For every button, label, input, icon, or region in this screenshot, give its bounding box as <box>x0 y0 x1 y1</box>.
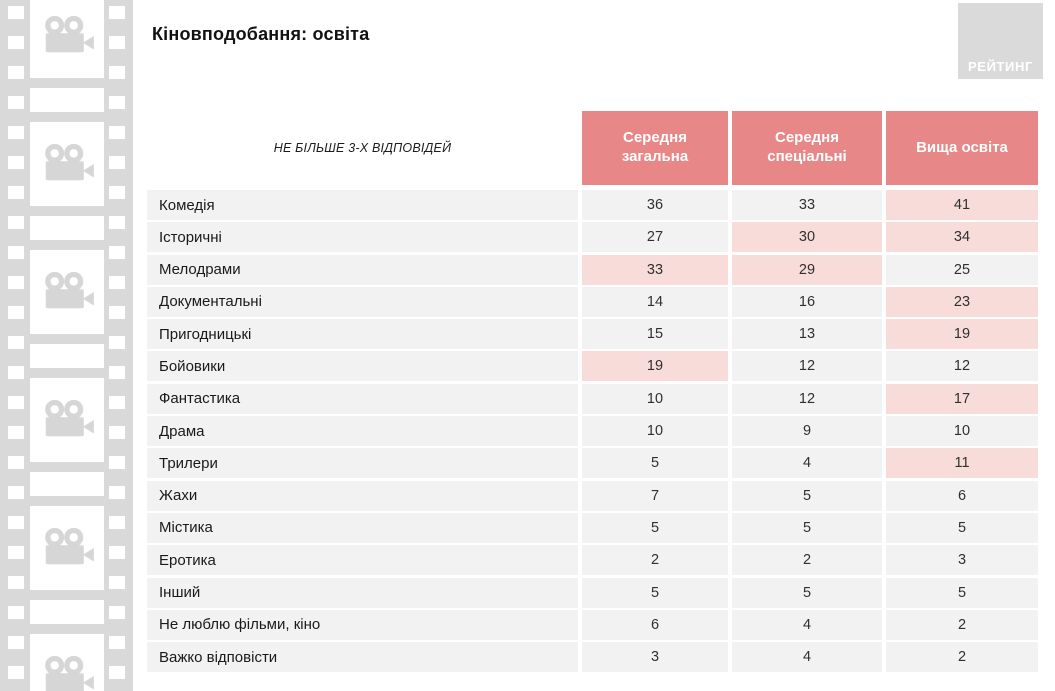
value-cell: 10 <box>886 416 1038 447</box>
value-cell: 4 <box>732 642 882 673</box>
movie-camera-icon <box>39 654 95 691</box>
film-frame <box>30 506 104 590</box>
row-label: Трилери <box>147 448 578 479</box>
film-gap-frame <box>30 600 104 624</box>
value-cell: 23 <box>886 286 1038 317</box>
film-frames <box>30 0 104 691</box>
film-gap-frame <box>30 344 104 368</box>
value-cell: 2 <box>732 545 882 576</box>
value-cell: 6 <box>886 480 1038 511</box>
value-cell: 36 <box>582 190 728 220</box>
row-label: Бойовики <box>147 351 578 382</box>
value-cell: 5 <box>732 480 882 511</box>
value-cell: 27 <box>582 222 728 253</box>
row-label: Важко відповісти <box>147 642 578 673</box>
page-title: Кіновподобання: освіта <box>152 24 370 44</box>
film-frame <box>30 250 104 334</box>
value-cell: 5 <box>886 577 1038 608</box>
movie-camera-icon <box>39 526 95 570</box>
value-cell: 5 <box>732 512 882 543</box>
row-label: Еротика <box>147 545 578 576</box>
value-cell: 2 <box>886 609 1038 640</box>
value-cell: 7 <box>582 480 728 511</box>
movie-camera-icon <box>39 14 95 58</box>
value-cell: 25 <box>886 254 1038 285</box>
value-cell: 16 <box>732 286 882 317</box>
film-gap-frame <box>30 216 104 240</box>
value-cell: 5 <box>732 577 882 608</box>
row-label: Інший <box>147 577 578 608</box>
value-cell: 34 <box>886 222 1038 253</box>
film-frame <box>30 122 104 206</box>
film-strip-decoration <box>0 0 133 691</box>
value-cell: 4 <box>732 609 882 640</box>
row-label: Документальні <box>147 286 578 317</box>
row-label: Містика <box>147 512 578 543</box>
film-frame <box>30 634 104 691</box>
table-body: Комедія 36 33 41 Історичні 27 30 34 Мелодрами 33 2… <box>147 190 1038 673</box>
film-frame <box>30 0 104 78</box>
column-header-secondary-general: Середня загальна <box>582 111 728 185</box>
value-cell: 10 <box>582 416 728 447</box>
row-label: Драма <box>147 416 578 447</box>
value-cell: 2 <box>886 642 1038 673</box>
value-cell: 5 <box>582 577 728 608</box>
rating-logo: РЕЙТИНГ <box>958 3 1043 79</box>
value-cell: 12 <box>732 383 882 414</box>
row-label: Мелодрами <box>147 254 578 285</box>
rating-logo-label: РЕЙТИНГ <box>968 59 1033 74</box>
row-label: Комедія <box>147 190 578 220</box>
row-label: Фантастика <box>147 383 578 414</box>
value-cell: 33 <box>732 190 882 220</box>
column-header-higher-education: Вища освіта <box>886 111 1038 185</box>
value-cell: 12 <box>732 351 882 382</box>
value-cell: 41 <box>886 190 1038 220</box>
value-cell: 15 <box>582 319 728 350</box>
survey-note: НЕ БІЛЬШЕ 3-Х ВІДПОВІДЕЙ <box>273 141 452 155</box>
row-label: Жахи <box>147 480 578 511</box>
value-cell: 11 <box>886 448 1038 479</box>
value-cell: 14 <box>582 286 728 317</box>
value-cell: 17 <box>886 383 1038 414</box>
movie-camera-icon <box>39 142 95 186</box>
value-cell: 6 <box>582 609 728 640</box>
row-label: Пригодницькі <box>147 319 578 350</box>
value-cell: 19 <box>582 351 728 382</box>
value-cell: 5 <box>886 512 1038 543</box>
film-preferences-table: НЕ БІЛЬШЕ 3-Х ВІДПОВІДЕЙ Середня загальн… <box>147 111 1038 673</box>
film-gap-frame <box>30 472 104 496</box>
value-cell: 4 <box>732 448 882 479</box>
row-label: Історичні <box>147 222 578 253</box>
value-cell: 10 <box>582 383 728 414</box>
table-header: НЕ БІЛЬШЕ 3-Х ВІДПОВІДЕЙ Середня загальн… <box>147 111 1038 185</box>
value-cell: 5 <box>582 448 728 479</box>
value-cell: 19 <box>886 319 1038 350</box>
value-cell: 12 <box>886 351 1038 382</box>
value-cell: 9 <box>732 416 882 447</box>
movie-camera-icon <box>39 398 95 442</box>
value-cell: 2 <box>582 545 728 576</box>
film-sprocket-holes-right <box>109 0 125 691</box>
value-cell: 30 <box>732 222 882 253</box>
film-gap-frame <box>30 88 104 112</box>
movie-camera-icon <box>39 270 95 314</box>
column-header-secondary-special: Середня спеціальні <box>732 111 882 185</box>
film-frame <box>30 378 104 462</box>
value-cell: 3 <box>886 545 1038 576</box>
value-cell: 5 <box>582 512 728 543</box>
value-cell: 13 <box>732 319 882 350</box>
value-cell: 3 <box>582 642 728 673</box>
film-sprocket-holes-left <box>8 0 24 691</box>
value-cell: 29 <box>732 254 882 285</box>
row-label: Не люблю фільми, кіно <box>147 609 578 640</box>
value-cell: 33 <box>582 254 728 285</box>
